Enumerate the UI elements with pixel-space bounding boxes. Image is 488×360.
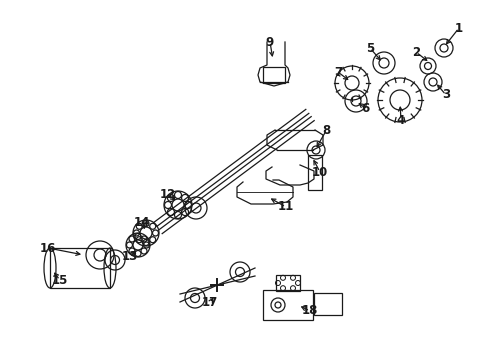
Text: 4: 4 <box>396 113 404 126</box>
Text: 18: 18 <box>301 305 318 318</box>
Text: 6: 6 <box>360 102 368 114</box>
Text: 5: 5 <box>365 41 373 54</box>
Text: 7: 7 <box>333 66 342 78</box>
Text: 17: 17 <box>202 297 218 310</box>
Bar <box>50 248 110 288</box>
Text: 8: 8 <box>321 125 329 138</box>
Text: 11: 11 <box>277 201 293 213</box>
Text: 9: 9 <box>265 36 274 49</box>
Bar <box>307 155 321 190</box>
Bar <box>275 275 299 291</box>
Text: 3: 3 <box>441 89 449 102</box>
Text: 13: 13 <box>122 251 138 264</box>
Text: 15: 15 <box>52 274 68 287</box>
Text: 1: 1 <box>454 22 462 35</box>
Text: 12: 12 <box>160 189 176 202</box>
Text: 14: 14 <box>134 216 150 229</box>
Bar <box>263 290 312 320</box>
Text: 2: 2 <box>411 45 419 58</box>
Bar <box>313 293 341 315</box>
Bar <box>263 67 285 83</box>
Text: 10: 10 <box>311 166 327 179</box>
Text: 16: 16 <box>40 242 56 255</box>
